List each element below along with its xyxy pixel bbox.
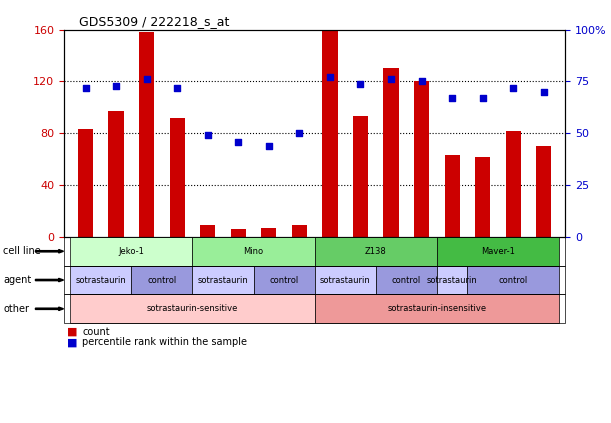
- Text: GDS5309 / 222218_s_at: GDS5309 / 222218_s_at: [79, 15, 230, 28]
- Bar: [139, 32, 155, 237]
- Point: [478, 95, 488, 102]
- Text: ■: ■: [67, 327, 78, 337]
- Text: agent: agent: [3, 275, 31, 285]
- Point: [417, 78, 426, 85]
- Bar: [445, 155, 460, 237]
- Text: sotrastaurin: sotrastaurin: [197, 275, 249, 285]
- Text: other: other: [3, 304, 29, 314]
- Point: [264, 142, 274, 149]
- Point: [81, 84, 90, 91]
- Point: [172, 84, 182, 91]
- Text: sotrastaurin-sensitive: sotrastaurin-sensitive: [147, 304, 238, 313]
- Text: Jeko-1: Jeko-1: [119, 247, 144, 256]
- Bar: [323, 30, 338, 237]
- Text: ■: ■: [67, 337, 78, 347]
- Bar: [475, 157, 491, 237]
- Bar: [262, 228, 277, 237]
- Text: Z138: Z138: [365, 247, 387, 256]
- Text: sotrastaurin: sotrastaurin: [426, 275, 478, 285]
- Text: count: count: [82, 327, 110, 337]
- Point: [111, 82, 121, 89]
- Point: [142, 76, 152, 83]
- Bar: [231, 229, 246, 237]
- Bar: [200, 225, 216, 237]
- Bar: [78, 129, 93, 237]
- Point: [386, 76, 396, 83]
- Bar: [353, 116, 368, 237]
- Text: control: control: [392, 275, 421, 285]
- Text: cell line: cell line: [3, 246, 41, 256]
- Point: [356, 80, 365, 87]
- Point: [233, 138, 243, 145]
- Bar: [384, 69, 399, 237]
- Text: Maver-1: Maver-1: [481, 247, 515, 256]
- Bar: [506, 131, 521, 237]
- Text: Mino: Mino: [244, 247, 263, 256]
- Text: control: control: [147, 275, 177, 285]
- Text: sotrastaurin: sotrastaurin: [75, 275, 126, 285]
- Bar: [536, 146, 552, 237]
- Point: [447, 95, 457, 102]
- Point: [203, 132, 213, 139]
- Point: [508, 84, 518, 91]
- Point: [325, 74, 335, 81]
- Text: control: control: [499, 275, 528, 285]
- Point: [295, 130, 304, 137]
- Bar: [170, 118, 185, 237]
- Bar: [414, 81, 430, 237]
- Bar: [292, 225, 307, 237]
- Bar: [109, 111, 124, 237]
- Point: [539, 88, 549, 95]
- Text: control: control: [269, 275, 299, 285]
- Text: percentile rank within the sample: percentile rank within the sample: [82, 337, 247, 347]
- Text: sotrastaurin-insensitive: sotrastaurin-insensitive: [387, 304, 486, 313]
- Text: sotrastaurin: sotrastaurin: [320, 275, 371, 285]
